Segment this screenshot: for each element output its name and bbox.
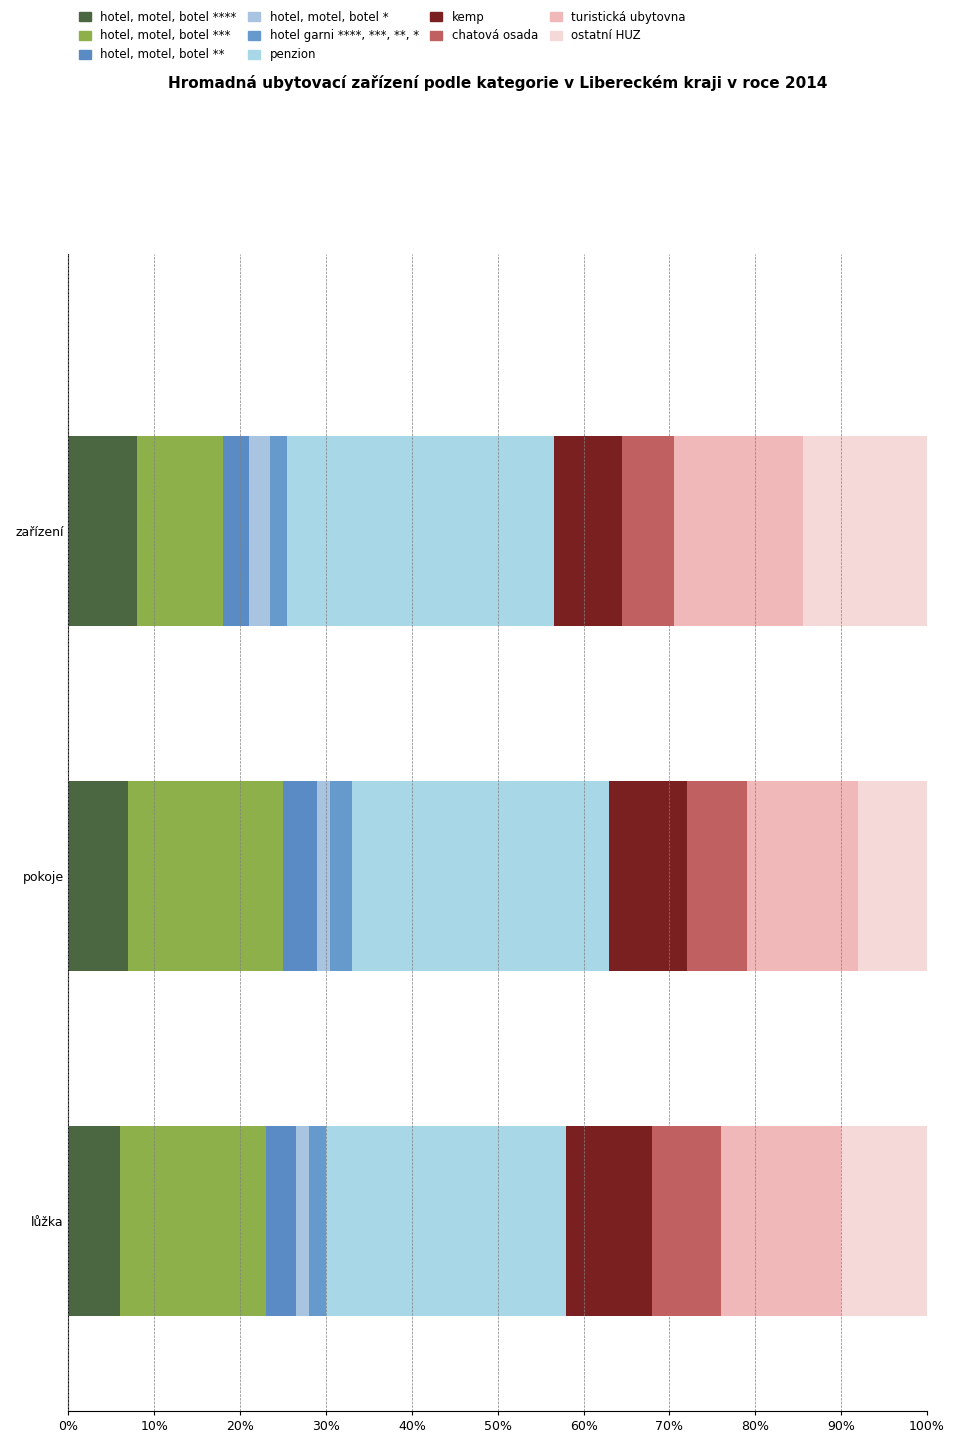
Title: Hromadná ubytovací zařízení podle kategorie v Libereckém kraji v roce 2014: Hromadná ubytovací zařízení podle katego… [168,75,828,91]
Bar [652,1127,721,1316]
Bar [270,436,287,626]
Bar [68,780,129,970]
Bar [554,436,622,626]
Bar [841,1127,927,1316]
Bar [249,436,270,626]
Bar [674,436,803,626]
Bar [68,1127,120,1316]
Bar [622,436,674,626]
Bar [318,780,330,970]
Bar [68,436,137,626]
Bar [351,780,610,970]
Bar [858,780,927,970]
Bar [120,1127,266,1316]
Bar [129,780,283,970]
Bar [803,436,927,626]
Bar [610,780,686,970]
Bar [296,1127,309,1316]
Bar [223,436,249,626]
Legend: hotel, motel, botel ****, hotel, motel, botel ***, hotel, motel, botel **, hotel: hotel, motel, botel ****, hotel, motel, … [74,6,690,67]
Bar [686,780,747,970]
Bar [721,1127,841,1316]
Bar [330,780,351,970]
Bar [137,436,223,626]
Bar [283,780,318,970]
Bar [747,780,858,970]
Bar [287,436,554,626]
Bar [326,1127,566,1316]
Bar [566,1127,652,1316]
Bar [266,1127,296,1316]
Bar [309,1127,326,1316]
